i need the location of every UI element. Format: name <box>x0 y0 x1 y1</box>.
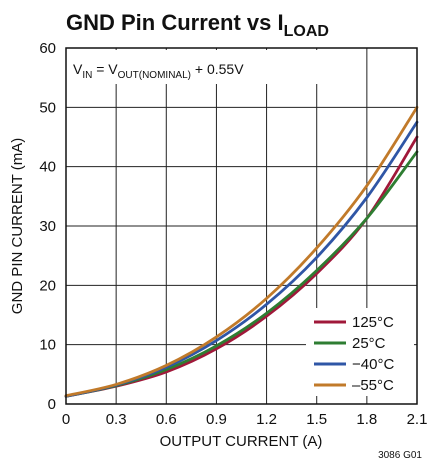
x-tick-labels: 0 0.3 0.6 0.9 1.2 1.5 1.8 2.1 <box>62 411 428 428</box>
legend-label-0: 125°C <box>352 314 394 331</box>
x-tick-label: 0 <box>62 411 70 428</box>
x-axis-label: OUTPUT CURRENT (A) <box>160 433 323 450</box>
chart-title: GND Pin Current vs ILOAD <box>66 10 329 40</box>
annotation-box <box>67 50 321 84</box>
y-tick-label: 0 <box>48 396 56 413</box>
figure-id: 3086 G01 <box>378 450 422 461</box>
legend-label-1: 25°C <box>352 335 386 352</box>
x-tick-label: 0.6 <box>156 411 177 428</box>
chart-title-subscript: LOAD <box>284 23 329 40</box>
x-tick-label: 1.8 <box>356 411 377 428</box>
x-tick-label: 1.2 <box>256 411 277 428</box>
y-tick-labels: 0 10 20 30 40 50 60 <box>39 40 56 413</box>
y-tick-label: 60 <box>39 40 56 57</box>
y-tick-label: 30 <box>39 218 56 235</box>
x-tick-label: 1.5 <box>306 411 327 428</box>
annotation-v-sub: IN <box>82 70 92 81</box>
y-tick-label: 10 <box>39 337 56 354</box>
x-tick-label: 2.1 <box>407 411 428 428</box>
legend-label-3: –55°C <box>352 377 394 394</box>
x-tick-label: 0.9 <box>206 411 227 428</box>
series-line-3 <box>64 105 419 398</box>
legend: 125°C 25°C −40°C –55°C <box>314 314 394 394</box>
annotation-text: VIN = VOUT(NOMINAL) + 0.55V <box>73 61 244 81</box>
chart-title-main: GND Pin Current vs I <box>66 10 284 35</box>
annotation-eq: = V <box>92 61 118 77</box>
grid <box>66 48 417 404</box>
x-tick-label: 0.3 <box>106 411 127 428</box>
annotation-rest: + 0.55V <box>191 61 244 77</box>
annotation-v: V <box>73 61 83 77</box>
series-group <box>64 105 419 398</box>
annotation-vout-sub: OUT(NOMINAL) <box>118 70 191 81</box>
plot-frame <box>65 47 418 405</box>
legend-label-2: −40°C <box>352 356 394 373</box>
y-tick-label: 20 <box>39 277 56 294</box>
y-tick-label: 40 <box>39 159 56 176</box>
y-axis-label: GND PIN CURRENT (mA) <box>9 138 26 314</box>
y-tick-label: 50 <box>39 99 56 116</box>
